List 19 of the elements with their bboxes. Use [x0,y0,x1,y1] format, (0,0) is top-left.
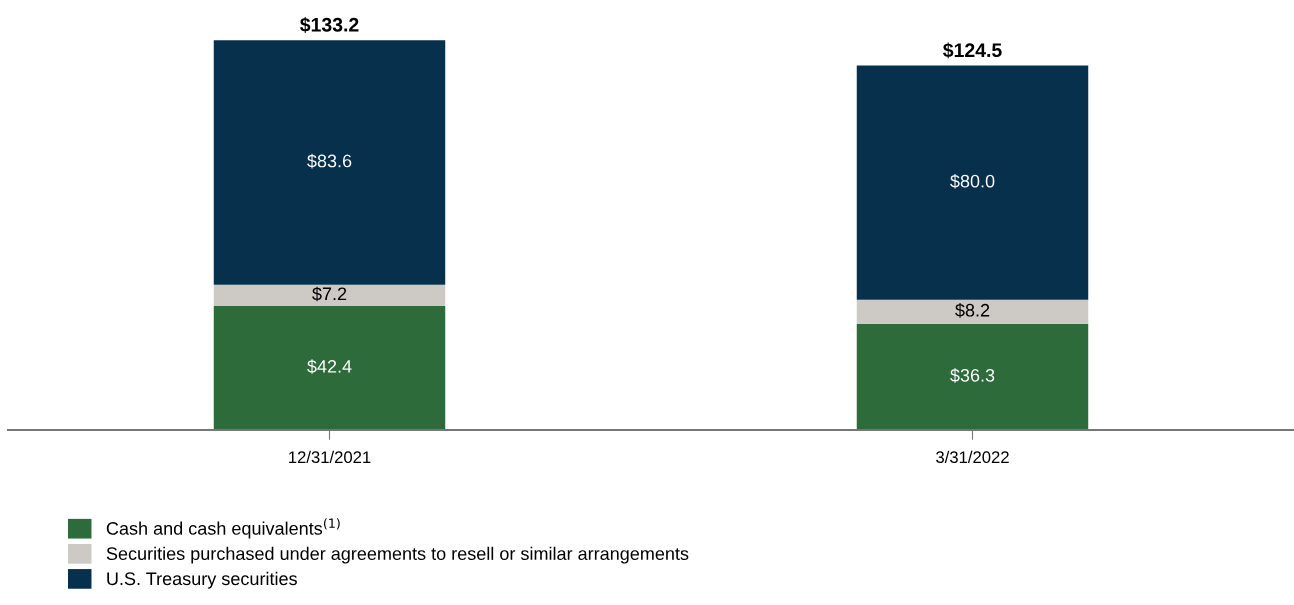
x-tick-label: 3/31/2022 [936,450,1009,464]
data-label: $83.6 [307,153,352,169]
data-label: $42.4 [307,359,352,374]
total-label: $133.2 [300,17,359,33]
data-label: $8.2 [955,303,990,318]
data-label: $36.3 [950,368,995,383]
legend-label: Cash and cash equivalents$^{(1)}$ [106,518,340,539]
bar [856,323,1089,430]
bar [856,65,1089,300]
data-label: $80.0 [950,173,995,189]
legend-label: U.S. Treasury securities [107,571,297,589]
data-label: $7.2 [312,286,347,302]
bar [856,299,1089,324]
total-label: $124.5 [943,42,1002,59]
bar [213,305,446,430]
bar [213,284,446,306]
bar [213,40,446,285]
x-tick-label: 12/31/2021 [289,450,371,464]
legend-label: Securities purchased under agreements to resell or similar arrangements [106,546,689,564]
